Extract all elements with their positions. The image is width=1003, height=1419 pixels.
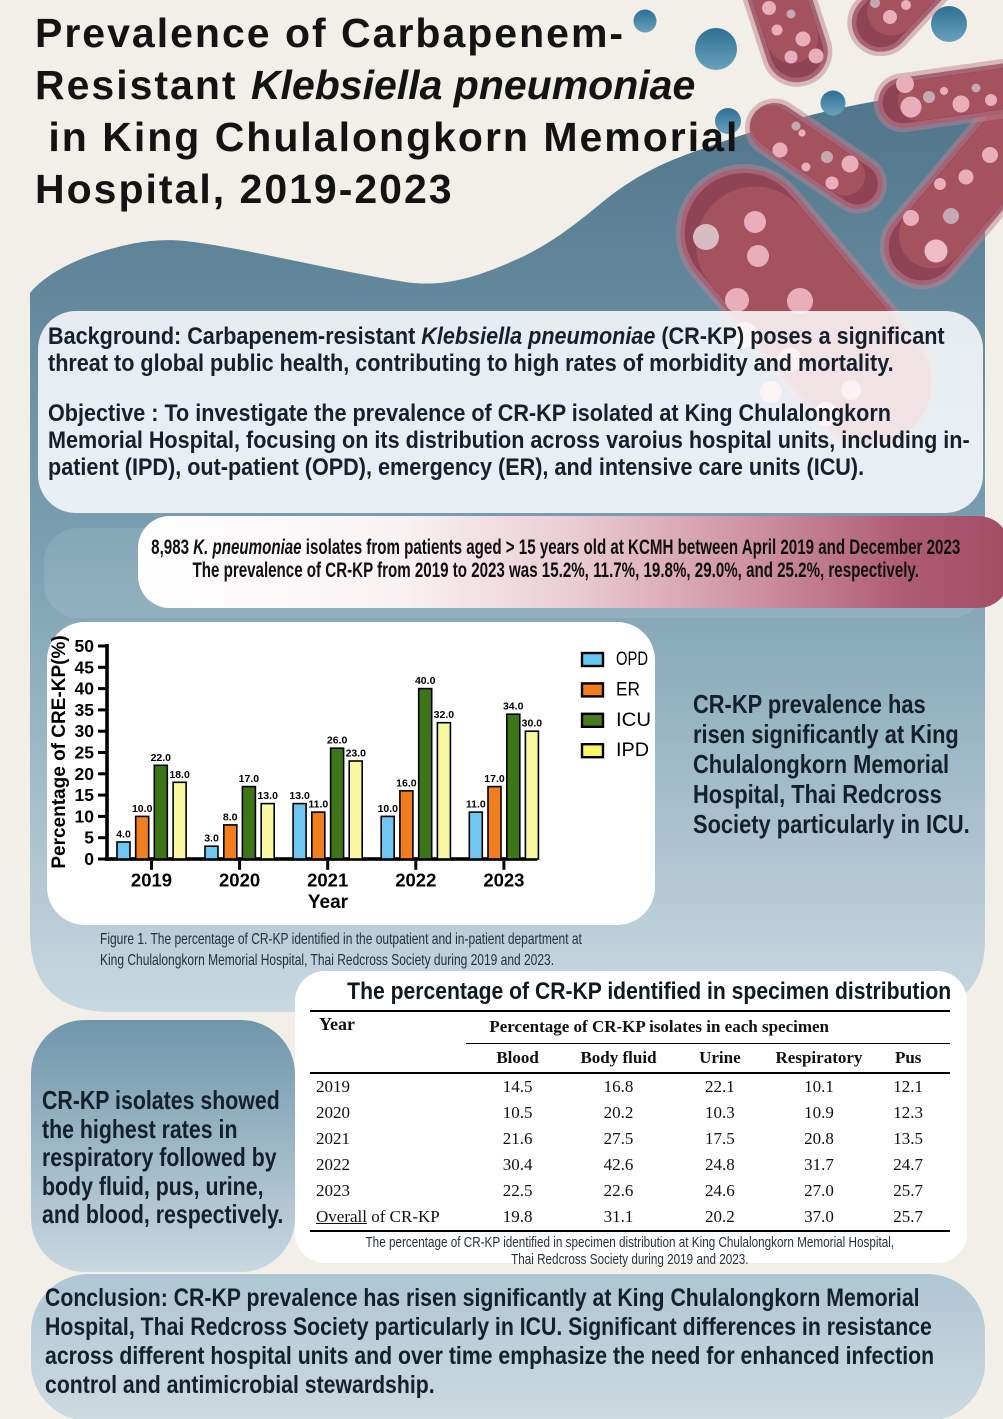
svg-text:17.0: 17.0 <box>239 773 260 785</box>
svg-text:35: 35 <box>75 700 95 720</box>
svg-text:13.0: 13.0 <box>289 790 310 802</box>
svg-text:10: 10 <box>75 806 95 826</box>
svg-text:30: 30 <box>75 721 95 741</box>
svg-text:2019: 2019 <box>131 870 172 891</box>
svg-text:0: 0 <box>84 849 94 869</box>
svg-text:15: 15 <box>75 785 95 805</box>
svg-text:50: 50 <box>75 636 95 656</box>
svg-text:2022: 2022 <box>395 870 436 891</box>
svg-text:10.0: 10.0 <box>132 803 153 815</box>
svg-text:Year: Year <box>308 892 349 913</box>
svg-text:16.0: 16.0 <box>396 777 417 789</box>
svg-text:2021: 2021 <box>307 870 348 891</box>
svg-text:4.0: 4.0 <box>116 829 131 841</box>
svg-text:8.0: 8.0 <box>223 811 238 823</box>
svg-text:20: 20 <box>75 764 95 784</box>
svg-text:10.0: 10.0 <box>378 803 399 815</box>
svg-text:3.0: 3.0 <box>204 833 219 845</box>
svg-text:25: 25 <box>75 743 95 763</box>
svg-text:22.0: 22.0 <box>151 752 172 764</box>
svg-text:34.0: 34.0 <box>503 701 524 713</box>
svg-text:ER: ER <box>616 679 640 700</box>
svg-text:OPD: OPD <box>616 649 648 670</box>
svg-text:IPD: IPD <box>616 740 649 761</box>
svg-text:5: 5 <box>84 828 94 848</box>
svg-text:32.0: 32.0 <box>434 709 455 721</box>
svg-text:45: 45 <box>75 657 95 677</box>
svg-text:2020: 2020 <box>219 870 260 891</box>
svg-text:40.0: 40.0 <box>415 675 436 687</box>
svg-text:18.0: 18.0 <box>169 769 190 781</box>
svg-text:17.0: 17.0 <box>484 773 505 785</box>
svg-text:13.0: 13.0 <box>257 790 278 802</box>
svg-text:2023: 2023 <box>483 870 524 891</box>
svg-text:26.0: 26.0 <box>327 735 348 747</box>
svg-text:Percentage of CRE-KP(%): Percentage of CRE-KP(%) <box>49 635 70 868</box>
svg-text:30.0: 30.0 <box>522 718 543 730</box>
svg-text:11.0: 11.0 <box>466 799 486 811</box>
svg-text:23.0: 23.0 <box>346 748 367 760</box>
svg-text:11.0: 11.0 <box>308 799 328 811</box>
svg-text:ICU: ICU <box>616 710 651 731</box>
svg-text:40: 40 <box>75 679 95 699</box>
